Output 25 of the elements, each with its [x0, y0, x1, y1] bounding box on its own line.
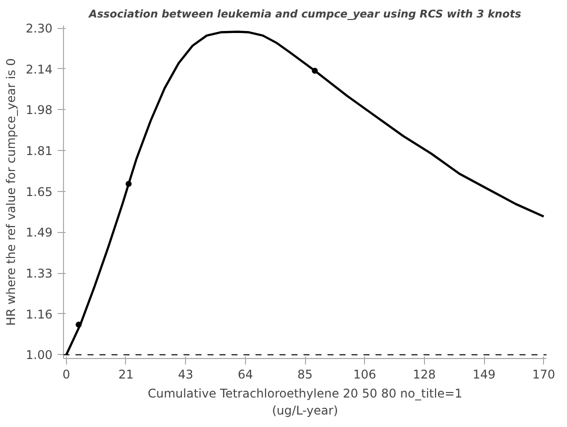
- x-tick-label: 85: [297, 368, 313, 382]
- x-tick-label: 0: [62, 368, 70, 382]
- y-tick-label: 1.65: [26, 184, 52, 199]
- x-tick-label: 43: [178, 368, 194, 382]
- y-tick-label: 1.98: [26, 103, 52, 118]
- y-tick-label: 1.49: [26, 226, 52, 240]
- y-tick-label: 1.16: [26, 307, 52, 322]
- y-tick-label: 1.81: [26, 144, 52, 158]
- x-tick-label: 149: [472, 368, 496, 382]
- y-tick-label: 2.14: [26, 62, 52, 76]
- x-tick-label: 128: [412, 368, 436, 382]
- y-tick-label: 2.30: [26, 22, 52, 36]
- point: [76, 322, 82, 328]
- x-tick-label: 21: [118, 368, 134, 382]
- chart-title: Association between leukemia and cumpce_year using RCS with 3 knots: [88, 8, 522, 20]
- y-tick-label: 1.33: [26, 266, 52, 281]
- x-axis-title: Cumulative Tetrachloroethylene 20 50 80 no_title=1 (ug/L-year): [148, 386, 462, 418]
- y-axis-title: HR where the ref value for cumpce_year is 0: [4, 58, 18, 326]
- x-tick-label: 64: [238, 368, 253, 382]
- point: [126, 180, 132, 187]
- line-series: [65, 30, 545, 356]
- x-tick-label: 170: [532, 368, 556, 382]
- y-tick-label: 1.00: [26, 348, 52, 362]
- x-tick-label: 106: [353, 368, 376, 382]
- point: [312, 68, 318, 74]
